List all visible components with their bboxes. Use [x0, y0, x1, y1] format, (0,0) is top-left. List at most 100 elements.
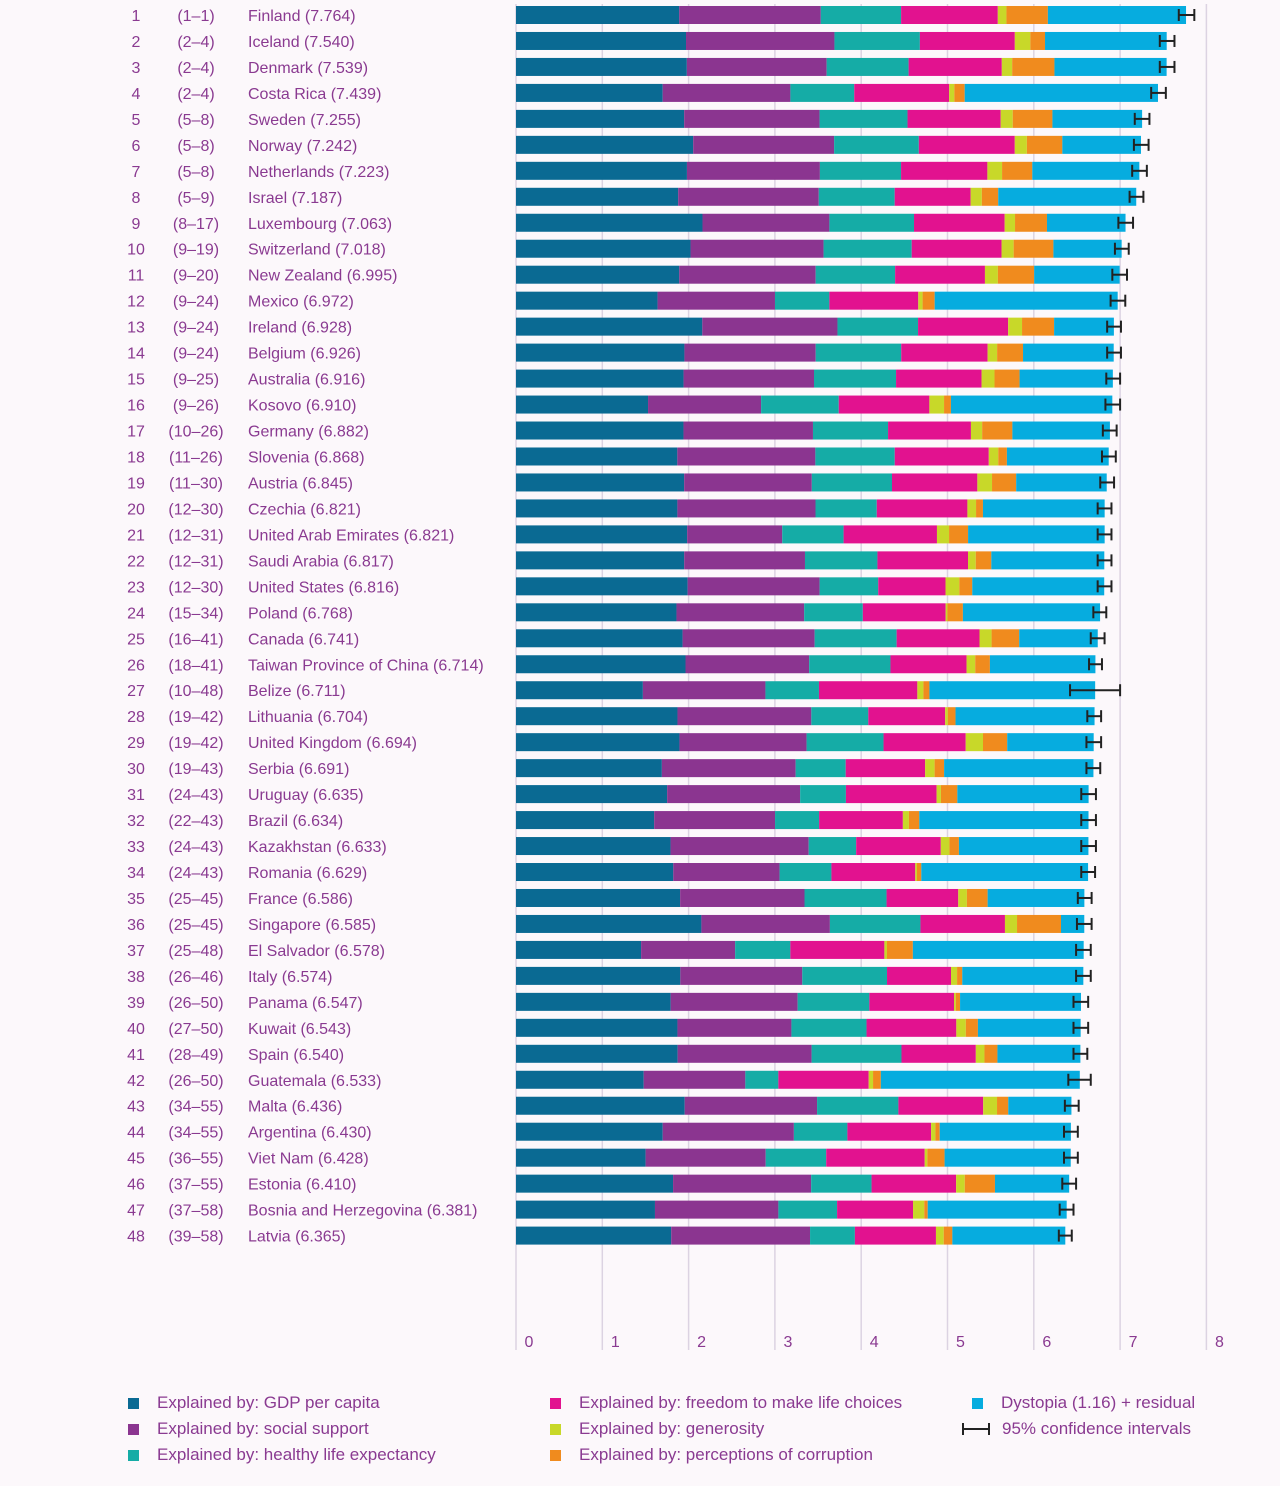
bar-segment-health [790, 83, 855, 102]
bar-segment-generosity [1000, 109, 1013, 128]
bar-segment-social [687, 577, 820, 596]
row-country-label: Luxembourg (7.063) [248, 216, 392, 233]
bar-segment-health [834, 31, 920, 50]
bar-segment-freedom [845, 785, 937, 804]
row-rank-range: (5–8) [177, 138, 214, 155]
bar-segment-corruption [997, 265, 1035, 284]
row-rank: 38 [127, 969, 145, 986]
row-rank: 16 [127, 398, 145, 415]
row-rank-range: (5–8) [177, 112, 214, 129]
row-rank: 29 [127, 735, 145, 752]
bar-segment-social [684, 551, 805, 570]
chart-row: 5 (5–8) Sweden (7.255) [132, 109, 1151, 129]
bar-segment-health [819, 161, 902, 180]
chart-row: 23 (12–30) United States (6.816) [127, 577, 1113, 596]
row-rank-range: (9–26) [173, 398, 219, 415]
bar-segment-social [677, 499, 816, 518]
row-rank-range: (26–50) [168, 1073, 223, 1090]
row-rank: 46 [127, 1177, 145, 1194]
ci-error-bar [1105, 372, 1122, 385]
bar-segment-generosity [965, 733, 983, 752]
bar-segment-corruption [947, 707, 956, 726]
row-rank: 28 [127, 709, 145, 726]
row-rank: 18 [127, 449, 145, 466]
row-rank: 41 [127, 1047, 145, 1064]
x-tick-label: 6 [1042, 1334, 1051, 1351]
bar-segment-freedom [919, 31, 1015, 50]
chart-row: 45 (36–55) Viet Nam (6.428) [127, 1148, 1079, 1168]
bar-segment-health [793, 1122, 848, 1141]
row-country-label: Slovenia (6.868) [248, 449, 365, 466]
ci-error-bar [1088, 658, 1103, 671]
row-rank-range: (9–24) [173, 346, 219, 363]
bar-segment-dystopia [964, 83, 1158, 102]
row-rank-range: (9–24) [173, 294, 219, 311]
row-country-label: Spain (6.540) [248, 1047, 344, 1064]
ci-error-bar [1132, 138, 1150, 151]
bar-segment-freedom [908, 57, 1002, 76]
row-country-label: Latvia (6.365) [248, 1229, 346, 1246]
bar-segment-dystopia [962, 966, 1084, 985]
bar-segment-generosity [981, 369, 995, 388]
bar-segment-corruption [982, 421, 1013, 440]
bar-segment-generosity [967, 499, 977, 518]
happiness-stacked-bar-chart: 1 (1–1) Finland (7.764) 2 (2–4) Iceland (7.54… [127, 4, 1224, 1351]
row-rank-range: (10–48) [168, 683, 223, 700]
chart-row: 18 (11–26) Slovenia (6.868) [127, 447, 1117, 466]
row-country-label: Switzerland (7.018) [248, 242, 386, 259]
ci-error-bar [1106, 346, 1122, 359]
bar-segment-dystopia [955, 707, 1095, 726]
legend-swatch-social [128, 1423, 139, 1435]
row-country-label: Singapore (6.585) [248, 917, 376, 934]
bar-segment-dystopia [929, 681, 1096, 700]
chart-row: 38 (26–46) Italy (6.574) [127, 966, 1092, 986]
chart-row: 19 (11–30) Austria (6.845) [127, 473, 1116, 492]
bar-segment-gdp [516, 759, 662, 778]
bar-segment-social [670, 837, 809, 856]
bar-segment-dystopia [921, 863, 1089, 882]
bar-segment-health [735, 940, 791, 959]
chart-row: 34 (24–43) Romania (6.629) [127, 863, 1097, 882]
ci-error-bar [1101, 424, 1118, 437]
row-country-label: Sweden (7.255) [248, 112, 361, 129]
bar-segment-generosity [915, 863, 917, 882]
bar-segment-freedom [866, 1018, 957, 1037]
bar-segment-corruption [965, 1018, 978, 1037]
bar-segment-social [671, 1226, 811, 1245]
row-rank: 14 [127, 346, 145, 363]
ci-error-bar [1063, 1099, 1080, 1112]
bar-segment-freedom [901, 343, 988, 362]
bar-segment-gdp [516, 213, 703, 232]
legend-item-freedom: Explained by: freedom to make life choic… [550, 1392, 902, 1414]
bar-segment-freedom [918, 135, 1015, 154]
bar-segment-generosity [1014, 135, 1027, 154]
ci-error-bar [1072, 1021, 1090, 1034]
chart-row: 48 (39–58) Latvia (6.365) [127, 1226, 1073, 1246]
chart-row: 46 (37–55) Estonia (6.410) [127, 1174, 1078, 1194]
row-rank-range: (19–42) [168, 735, 223, 752]
bar-segment-gdp [516, 603, 677, 622]
row-country-label: Norway (7.242) [248, 138, 357, 155]
row-rank: 37 [127, 943, 145, 960]
row-country-label: Ireland (6.928) [248, 320, 352, 337]
bar-segment-generosity [1008, 317, 1023, 336]
row-rank-range: (15–34) [168, 605, 223, 622]
bar-segment-freedom [790, 940, 885, 959]
chart-row: 26 (18–41) Taiwan Province of China (6.714… [127, 655, 1103, 674]
bar-segment-health [811, 1044, 902, 1063]
row-rank-range: (12–31) [168, 527, 223, 544]
bar-segment-social [686, 57, 827, 76]
bar-segment-dystopia [960, 992, 1082, 1011]
bar-segment-corruption [940, 785, 958, 804]
ci-error-bar [1106, 320, 1122, 333]
row-country-label: Estonia (6.410) [248, 1177, 357, 1194]
row-country-label: Guatemala (6.533) [248, 1073, 381, 1090]
chart-row: 7 (5–8) Netherlands (7.223) [132, 161, 1148, 181]
row-rank-range: (12–30) [168, 501, 223, 518]
bar-segment-social [684, 1096, 818, 1115]
bar-segment-freedom [831, 863, 916, 882]
row-country-label: Mexico (6.972) [248, 294, 354, 311]
bar-segment-gdp [516, 473, 685, 492]
bar-segment-social [670, 992, 798, 1011]
bar-segment-health [806, 733, 884, 752]
